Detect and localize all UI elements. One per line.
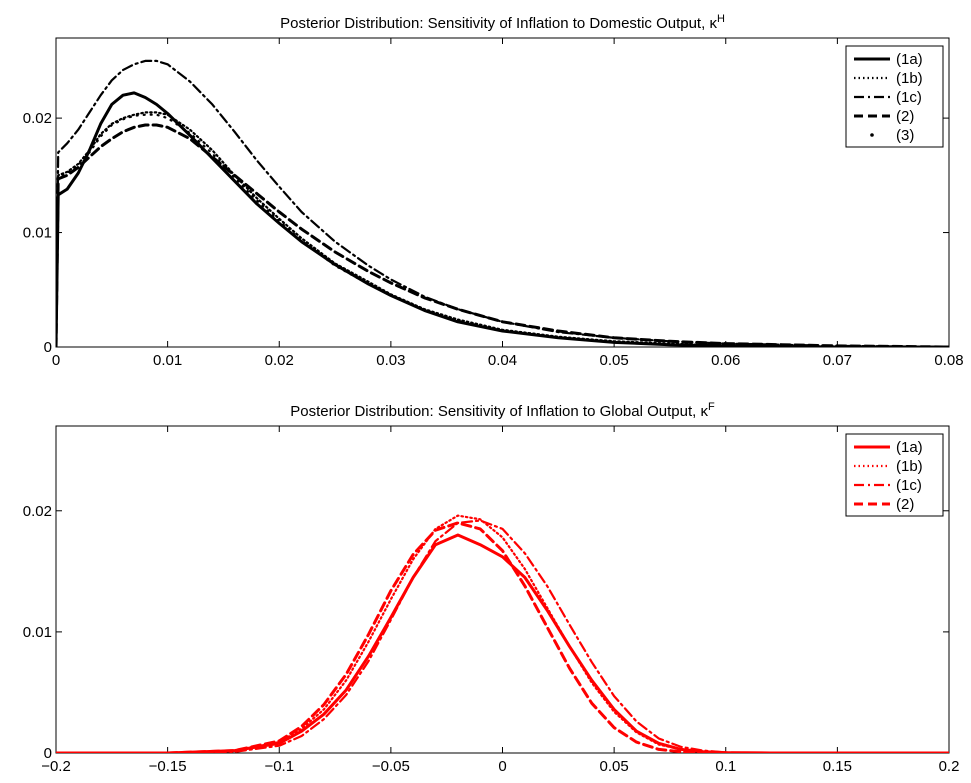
x-tick-label: 0 (498, 758, 506, 775)
legend-label: (1a) (896, 439, 923, 456)
bottom-chart-global-output: Posterior Distribution: Sensitivity of I… (23, 401, 960, 775)
x-tick-label: 0.15 (823, 758, 852, 775)
y-tick-label: 0 (44, 339, 52, 356)
legend-label: (3) (896, 127, 914, 144)
x-tick-label: 0.03 (376, 352, 405, 369)
x-tick-label: 0 (52, 352, 60, 369)
plot-area-frame (55, 425, 950, 754)
y-tick-label: 0 (44, 745, 52, 762)
series-line-1a (56, 533, 949, 753)
top-chart-domain-output: Posterior Distribution: Sensitivity of I… (23, 13, 964, 369)
series-line-1b (56, 514, 949, 753)
chart-title: Posterior Distribution: Sensitivity of I… (280, 13, 725, 32)
legend-label: (2) (896, 108, 914, 125)
x-tick-label: 0.2 (939, 758, 960, 775)
x-tick-label: 0.04 (488, 352, 517, 369)
y-tick-label: 0.02 (23, 503, 52, 520)
y-tick-label: 0.02 (23, 110, 52, 127)
chart-title: Posterior Distribution: Sensitivity of I… (290, 401, 715, 420)
legend-swatch (870, 133, 874, 137)
y-tick-label: 0.01 (23, 624, 52, 641)
x-tick-label: 0.1 (715, 758, 736, 775)
series-line-2 (56, 521, 949, 753)
x-tick-label: −0.2 (41, 758, 71, 775)
series-line-1c (56, 519, 949, 753)
legend-label: (1a) (896, 51, 923, 68)
x-tick-label: −0.05 (372, 758, 410, 775)
x-tick-label: 0.01 (153, 352, 182, 369)
series-line-3 (56, 113, 949, 347)
legend-label: (1c) (896, 477, 922, 494)
y-tick-label: 0.01 (23, 225, 52, 242)
x-tick-label: −0.1 (264, 758, 294, 775)
legend-label: (1c) (896, 89, 922, 106)
legend-label: (1b) (896, 458, 923, 475)
x-tick-label: 0.02 (265, 352, 294, 369)
x-tick-label: 0.05 (600, 352, 629, 369)
x-tick-label: 0.08 (934, 352, 963, 369)
series-line-1b (56, 111, 949, 347)
legend-label: (1b) (896, 70, 923, 87)
x-tick-label: 0.05 (600, 758, 629, 775)
x-tick-label: −0.15 (149, 758, 187, 775)
series-line-2 (56, 123, 949, 347)
x-tick-label: 0.06 (711, 352, 740, 369)
chart-title-superscript: H (717, 13, 725, 25)
series-line-1c (56, 59, 949, 347)
x-tick-label: 0.07 (823, 352, 852, 369)
legend-label: (2) (896, 496, 914, 513)
chart-title-superscript: F (708, 401, 715, 413)
plot-area-frame (55, 37, 950, 348)
